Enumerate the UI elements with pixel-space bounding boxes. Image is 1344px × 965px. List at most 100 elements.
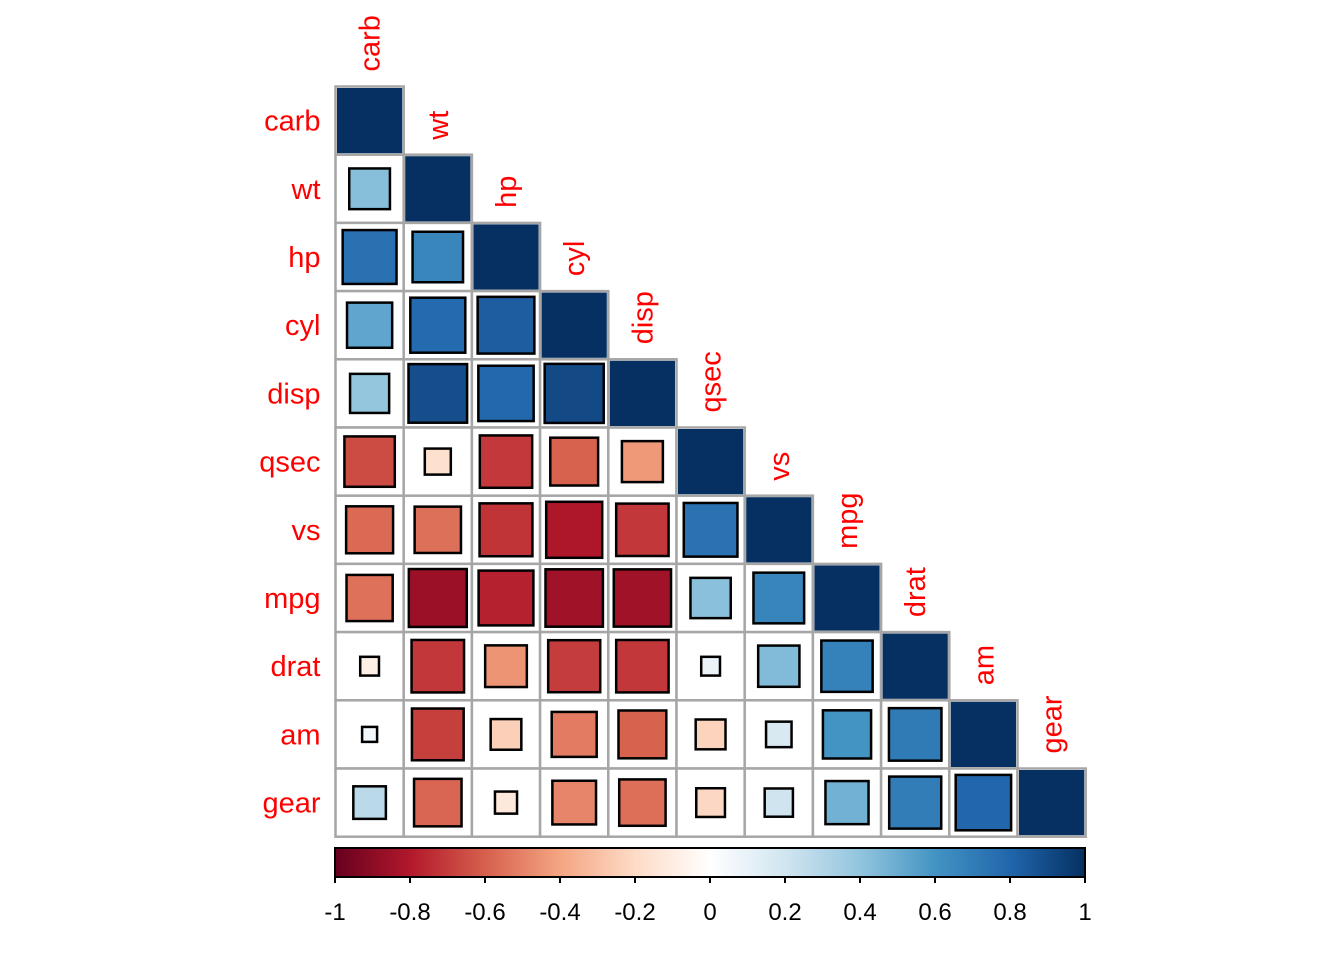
cell-am-hp (489, 717, 523, 751)
cell-gear-mpg (824, 779, 870, 826)
cell-qsec-wt (423, 447, 453, 476)
cell-vs-qsec (682, 501, 739, 558)
diagonal-cell-qsec (678, 429, 744, 495)
cell-gear-am (954, 773, 1013, 832)
cell-gear-carb (352, 785, 388, 821)
cell-gear-disp (617, 778, 667, 828)
column-label: hp (491, 176, 523, 208)
colorbar-ticks: -1 -0.8 -0.6 -0.4 -0.2 0 0.2 0.4 0.6 0.8 1 (324, 877, 1092, 926)
colorbar-tick-label: 0.8 (993, 899, 1026, 926)
cell-mpg-qsec (689, 576, 732, 620)
cell-hp-carb (341, 228, 398, 286)
cell-disp-wt (407, 362, 469, 424)
column-label: drat (900, 567, 932, 617)
cell-drat-carb (358, 655, 381, 677)
cell-gear-qsec (694, 786, 727, 819)
cell-gear-vs (763, 787, 795, 818)
diagonal-cell-hp (473, 224, 539, 290)
row-label: vs (292, 515, 321, 547)
row-label: hp (288, 242, 320, 274)
cell-vs-carb (344, 505, 395, 555)
cell-am-vs (764, 720, 793, 749)
row-label: disp (267, 378, 320, 410)
diagonal-cell-drat (882, 633, 948, 699)
colorbar-tick-label: -0.6 (464, 899, 505, 926)
diagonal-cell-gear (1019, 770, 1085, 836)
colorbar-gradient (334, 847, 1086, 878)
row-label: am (280, 719, 320, 751)
diagonal-cell-am (950, 701, 1016, 767)
cell-cyl-carb (345, 301, 394, 350)
row-label: drat (271, 651, 321, 683)
cell-disp-carb (348, 372, 391, 415)
row-label: gear (262, 788, 320, 820)
cell-gear-wt (412, 777, 463, 828)
colorbar: -1 -0.8 -0.6 -0.4 -0.2 0 0.2 0.4 0.6 0.8 1 (324, 847, 1092, 926)
cell-mpg-disp (612, 568, 673, 628)
diagonal-cell-mpg (814, 565, 880, 631)
cell-am-mpg (821, 709, 873, 760)
column-label: disp (627, 291, 659, 344)
cell-am-cyl (550, 710, 598, 759)
column-label: mpg (832, 492, 864, 548)
row-label: mpg (264, 583, 320, 615)
cell-mpg-wt (407, 567, 469, 629)
cell-am-qsec (694, 718, 727, 751)
cell-cyl-wt (409, 296, 467, 354)
cell-disp-cyl (543, 362, 605, 425)
diagonal-cell-cyl (541, 292, 607, 358)
cell-wt-carb (348, 167, 392, 211)
column-label: am (968, 645, 1000, 685)
colorbar-tick-label: 0 (703, 899, 716, 926)
cell-vs-hp (478, 502, 534, 558)
colorbar-tick-label: -0.8 (389, 899, 430, 926)
diagonal-cell-vs (746, 497, 812, 563)
cell-hp-wt (411, 230, 465, 284)
cell-am-carb (360, 725, 379, 744)
cell-mpg-vs (752, 571, 806, 625)
colorbar-tick-label: 0.2 (768, 899, 801, 926)
diagonal-cell-disp (609, 360, 675, 426)
cell-mpg-carb (345, 573, 394, 623)
row-label: wt (291, 174, 321, 206)
cell-vs-wt (413, 505, 463, 555)
colorbar-tick-label: 0.4 (843, 899, 876, 926)
row-labels: carb wt hp cyl disp qsec vs mpg drat am gear (259, 106, 321, 820)
cell-qsec-carb (343, 435, 397, 489)
diagonal-cell-carb (337, 88, 403, 154)
cell-drat-qsec (699, 655, 722, 677)
cell-drat-mpg (820, 639, 874, 694)
colorbar-tick-label: -0.2 (614, 899, 655, 926)
cell-am-disp (617, 709, 668, 760)
colorbar-tick-label: -0.4 (539, 899, 580, 926)
cell-gear-cyl (551, 779, 598, 826)
cell-drat-wt (410, 638, 466, 694)
cell-vs-cyl (544, 500, 604, 560)
cell-mpg-cyl (544, 568, 605, 628)
cell-qsec-cyl (549, 436, 600, 487)
cell-vs-disp (614, 502, 670, 558)
column-label: wt (423, 111, 455, 141)
row-label: carb (264, 106, 320, 138)
diagonal-cell-wt (405, 156, 471, 222)
cell-am-wt (410, 707, 465, 762)
colorbar-tick-label: -1 (324, 899, 345, 926)
cell-drat-hp (483, 644, 529, 689)
cell-qsec-disp (620, 439, 665, 484)
cell-gear-drat (887, 775, 943, 830)
cell-mpg-hp (477, 569, 535, 627)
cell-qsec-hp (478, 434, 534, 490)
column-label: cyl (559, 241, 591, 276)
column-label: vs (764, 452, 796, 481)
cells-layer (337, 88, 1085, 836)
cell-cyl-hp (476, 295, 536, 355)
cell-drat-disp (614, 638, 670, 694)
cell-drat-vs (756, 644, 801, 689)
colorbar-tick-label: 1 (1078, 899, 1091, 926)
column-label: gear (1037, 695, 1069, 753)
cell-drat-cyl (546, 638, 602, 694)
column-labels: carb wt hp cyl disp qsec vs mpg drat am gear (355, 15, 1069, 753)
colorbar-tick-label: 0.6 (918, 899, 951, 926)
row-label: qsec (259, 447, 320, 479)
